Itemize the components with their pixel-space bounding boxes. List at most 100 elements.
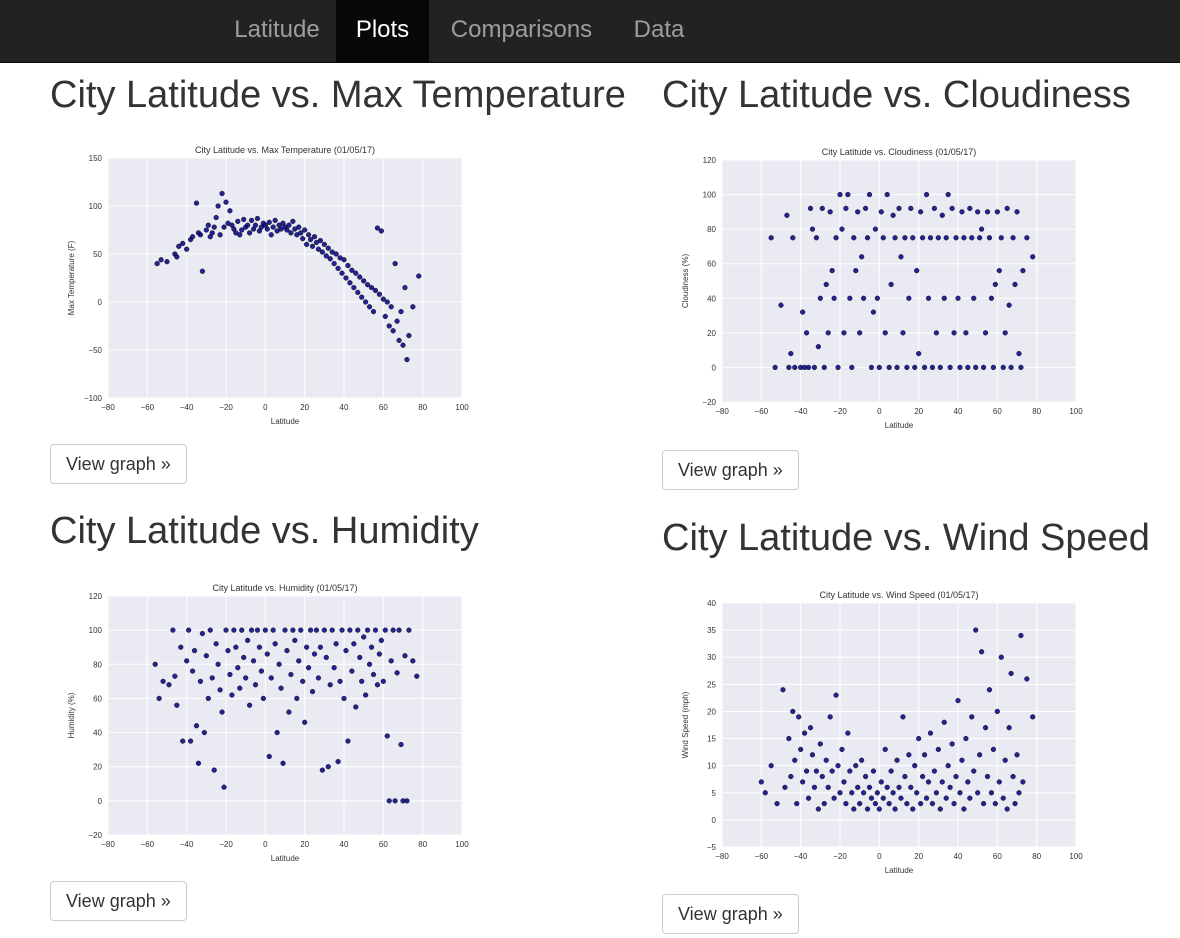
data-point <box>994 209 1000 215</box>
data-point <box>831 295 837 301</box>
data-point <box>252 222 259 228</box>
y-tick-label: 80 <box>707 225 716 234</box>
y-tick-label: 80 <box>93 660 102 669</box>
panel-heading: City Latitude vs. Max Temperature <box>50 74 626 116</box>
data-point <box>825 330 831 336</box>
x-tick-label: −20 <box>833 407 847 416</box>
data-point <box>197 232 204 238</box>
data-point <box>374 682 381 688</box>
data-point <box>900 330 906 336</box>
x-axis-label: Latitude <box>271 417 300 426</box>
data-point <box>390 627 396 633</box>
panel-humidity: City Latitude vs. Humidity <box>50 509 479 553</box>
data-point <box>276 661 282 667</box>
data-point <box>798 746 804 753</box>
x-tick-label: 80 <box>1032 852 1041 861</box>
data-point <box>172 673 178 679</box>
panel-cloudiness: City Latitude vs. Cloudiness <box>662 73 1131 117</box>
x-tick-label: 0 <box>263 840 268 849</box>
y-tick-label: −20 <box>702 398 716 407</box>
data-point <box>984 773 991 780</box>
top-navbar: Latitude Plots Comparisons Data <box>0 0 1180 63</box>
data-point <box>372 287 379 294</box>
data-point <box>811 784 818 790</box>
data-point <box>927 730 934 736</box>
humidity-chart: −80 −60 −40 −20 0 20 40 60 80 100 −20 0 20 40 60 80 100 1… <box>62 578 482 873</box>
data-point <box>410 304 416 310</box>
data-point <box>904 801 910 807</box>
data-point <box>1010 773 1016 780</box>
data-point <box>315 675 322 681</box>
nav-item-data[interactable]: Data <box>633 16 685 43</box>
data-point <box>992 281 998 288</box>
y-tick-label: 150 <box>89 154 103 163</box>
data-point <box>843 205 849 212</box>
data-point <box>894 364 900 371</box>
data-point <box>892 806 898 812</box>
data-point <box>984 209 991 215</box>
data-point <box>302 719 308 725</box>
nav-item-plots[interactable]: Plots <box>336 0 429 62</box>
data-point <box>861 295 867 301</box>
data-point <box>908 784 914 790</box>
y-axis-label: Cloudiness (%) <box>681 254 690 309</box>
view-graph-button-cloudiness[interactable]: View graph » <box>662 450 799 490</box>
data-point <box>957 364 963 371</box>
data-point <box>304 644 310 650</box>
x-tick-label: 40 <box>954 852 963 861</box>
data-point <box>910 235 916 241</box>
data-point <box>918 209 924 215</box>
data-point <box>321 627 327 633</box>
x-tick-label: 100 <box>1069 407 1083 416</box>
data-point <box>1012 801 1018 807</box>
data-point <box>817 295 823 301</box>
data-point <box>857 330 863 336</box>
data-point <box>368 285 375 291</box>
data-point <box>404 357 410 363</box>
data-point <box>945 191 951 198</box>
data-point <box>250 658 257 664</box>
data-point <box>902 773 908 780</box>
data-point <box>835 364 841 371</box>
view-graph-button-wind-speed[interactable]: View graph » <box>662 894 799 934</box>
data-point <box>837 790 843 796</box>
data-point <box>805 364 812 371</box>
data-point <box>258 668 265 674</box>
x-tick-label: −80 <box>715 407 729 416</box>
data-point <box>790 235 796 241</box>
data-point <box>866 784 873 790</box>
data-point <box>380 296 386 302</box>
data-point <box>990 746 997 753</box>
x-tick-label: 0 <box>877 852 882 861</box>
data-point <box>1018 364 1024 371</box>
data-point <box>973 364 979 371</box>
data-point <box>211 767 217 773</box>
data-point <box>406 333 412 339</box>
data-point <box>864 235 871 241</box>
data-point <box>829 768 835 774</box>
cloudiness-chart-svg: −80 −60 −40 −20 0 20 40 60 80 100 −20 0 20 40 60 80 100 1… <box>681 147 1083 430</box>
data-point <box>382 313 388 320</box>
max-temperature-chart: −80 −60 −40 −20 0 20 40 60 80 100 −100 −50 0 50 100 150… <box>62 140 482 436</box>
data-point <box>219 190 225 197</box>
data-point <box>410 658 416 664</box>
view-graph-button-humidity[interactable]: View graph » <box>50 881 187 921</box>
data-point <box>916 351 922 357</box>
nav-item-latitude[interactable]: Latitude <box>234 16 320 43</box>
nav-item-comparisons[interactable]: Comparisons <box>450 16 593 43</box>
view-graph-button-max-temperature[interactable]: View graph » <box>50 444 187 484</box>
data-point <box>376 651 383 657</box>
data-point <box>268 675 274 681</box>
data-point <box>193 723 200 729</box>
data-point <box>235 665 241 671</box>
data-point <box>943 795 949 801</box>
data-point <box>270 224 276 230</box>
data-point <box>861 790 867 796</box>
data-point <box>396 627 402 633</box>
data-point <box>971 768 977 774</box>
data-point <box>935 746 941 753</box>
data-point <box>813 235 820 241</box>
data-point <box>794 801 800 807</box>
data-point <box>201 729 207 736</box>
data-point <box>370 671 377 678</box>
